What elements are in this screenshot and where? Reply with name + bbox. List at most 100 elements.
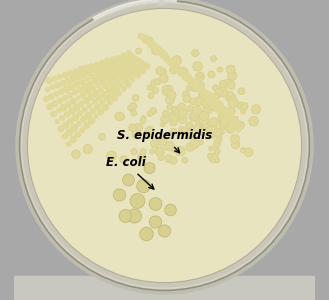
Circle shape (135, 72, 140, 78)
Circle shape (166, 58, 170, 61)
Circle shape (160, 51, 164, 56)
Circle shape (183, 73, 190, 80)
Circle shape (191, 112, 200, 121)
Circle shape (217, 106, 224, 112)
Circle shape (150, 108, 156, 114)
Circle shape (207, 124, 216, 134)
Circle shape (152, 46, 161, 55)
Circle shape (208, 97, 213, 102)
Bar (14, 276, 315, 300)
Circle shape (120, 59, 125, 64)
Circle shape (85, 112, 91, 118)
Circle shape (131, 55, 135, 59)
Circle shape (164, 56, 170, 62)
Circle shape (213, 85, 218, 91)
Circle shape (106, 88, 111, 93)
Circle shape (107, 74, 114, 80)
Circle shape (181, 128, 188, 134)
Circle shape (224, 79, 231, 86)
Circle shape (131, 78, 135, 82)
Circle shape (181, 71, 188, 78)
Circle shape (151, 140, 159, 148)
Circle shape (132, 130, 141, 139)
Circle shape (199, 126, 208, 136)
Circle shape (57, 98, 63, 104)
Circle shape (213, 100, 219, 106)
Circle shape (118, 58, 122, 62)
Circle shape (167, 85, 172, 91)
Circle shape (149, 198, 162, 210)
Circle shape (79, 101, 84, 106)
Circle shape (102, 73, 108, 78)
Circle shape (84, 86, 90, 92)
Circle shape (170, 157, 177, 164)
Circle shape (195, 120, 203, 127)
Circle shape (75, 132, 80, 137)
Circle shape (217, 133, 222, 137)
Circle shape (151, 42, 155, 47)
Circle shape (175, 66, 179, 70)
Circle shape (218, 116, 228, 125)
Circle shape (45, 87, 50, 92)
Circle shape (69, 108, 75, 114)
Circle shape (170, 67, 177, 74)
Circle shape (191, 84, 199, 92)
Circle shape (100, 80, 106, 85)
Circle shape (185, 74, 191, 80)
Circle shape (182, 157, 188, 163)
Circle shape (192, 83, 196, 86)
Ellipse shape (23, 4, 306, 287)
Circle shape (230, 115, 234, 119)
Circle shape (185, 75, 190, 81)
Circle shape (94, 115, 98, 118)
Circle shape (51, 111, 56, 117)
Circle shape (193, 124, 201, 132)
Circle shape (232, 120, 237, 124)
Circle shape (179, 127, 184, 132)
Circle shape (122, 69, 128, 75)
Circle shape (52, 76, 57, 81)
Circle shape (140, 227, 153, 241)
Circle shape (215, 106, 221, 113)
Circle shape (198, 95, 204, 101)
Circle shape (144, 163, 155, 173)
Circle shape (108, 62, 112, 66)
Circle shape (194, 85, 198, 88)
Circle shape (159, 225, 170, 237)
Circle shape (55, 120, 59, 123)
Circle shape (132, 70, 138, 75)
Circle shape (195, 124, 202, 131)
Circle shape (218, 87, 227, 97)
Circle shape (98, 109, 104, 115)
Circle shape (185, 130, 191, 136)
Circle shape (99, 134, 105, 140)
Circle shape (205, 96, 211, 102)
Circle shape (154, 46, 159, 51)
Circle shape (188, 77, 191, 81)
Circle shape (155, 48, 161, 54)
Circle shape (135, 65, 139, 69)
Circle shape (218, 107, 223, 112)
Circle shape (100, 61, 104, 65)
Circle shape (160, 74, 168, 83)
Circle shape (114, 61, 121, 68)
Circle shape (111, 84, 116, 89)
Circle shape (92, 68, 97, 73)
Circle shape (51, 85, 55, 89)
Circle shape (81, 117, 86, 122)
Circle shape (109, 80, 113, 85)
Circle shape (123, 79, 128, 84)
Ellipse shape (28, 9, 301, 282)
Circle shape (102, 104, 108, 110)
Circle shape (106, 77, 110, 81)
Circle shape (95, 104, 100, 110)
Circle shape (183, 74, 189, 79)
Circle shape (68, 93, 72, 98)
Circle shape (241, 103, 247, 109)
Circle shape (195, 85, 200, 91)
Circle shape (124, 71, 131, 78)
Circle shape (213, 103, 217, 107)
Circle shape (97, 76, 103, 81)
Ellipse shape (20, 1, 309, 290)
Circle shape (158, 155, 164, 161)
